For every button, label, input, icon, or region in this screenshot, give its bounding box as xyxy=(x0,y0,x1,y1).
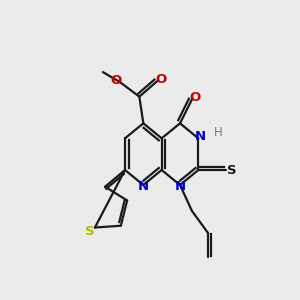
Text: S: S xyxy=(226,164,236,176)
Text: H: H xyxy=(214,126,223,139)
Text: O: O xyxy=(156,74,167,86)
Text: O: O xyxy=(110,74,122,87)
Text: O: O xyxy=(189,91,200,104)
Text: N: N xyxy=(174,179,186,193)
Text: N: N xyxy=(195,130,206,143)
Text: S: S xyxy=(85,225,95,238)
Text: N: N xyxy=(138,179,149,193)
